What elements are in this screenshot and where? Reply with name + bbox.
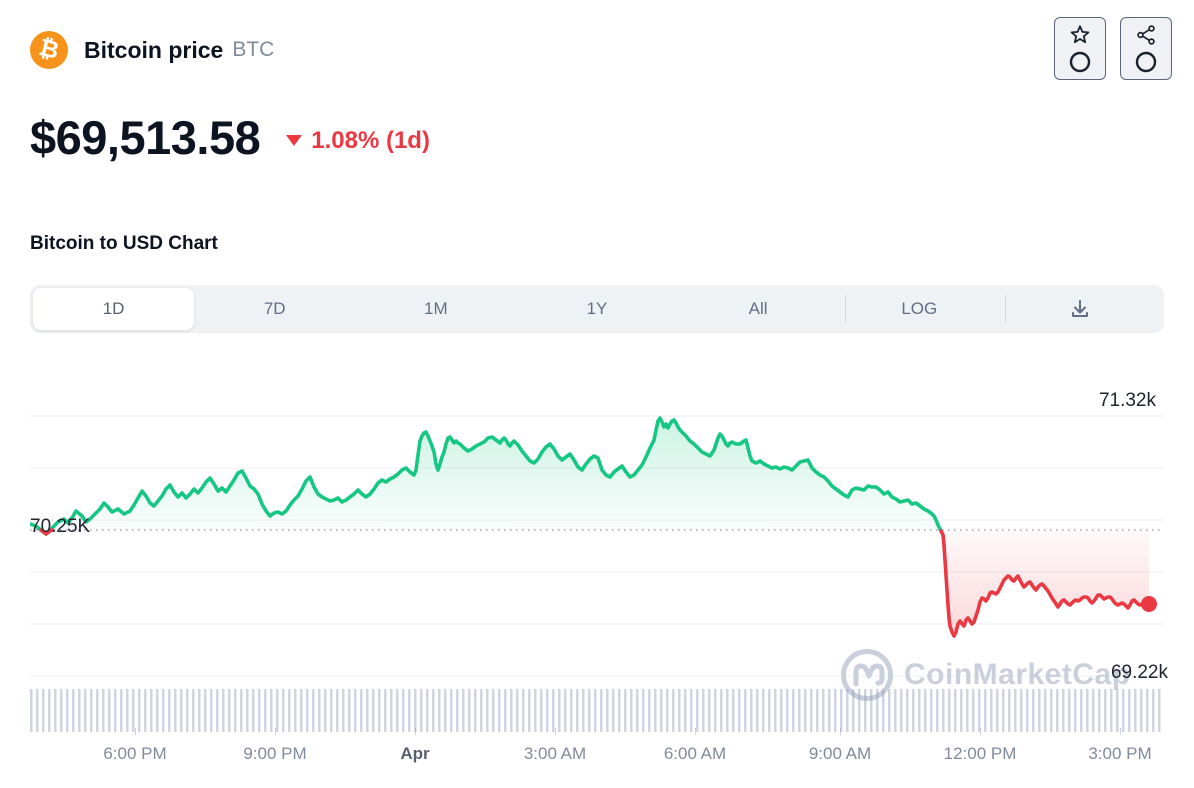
x-axis-label: 9:00 AM [808, 744, 872, 763]
x-axis-label: 6:00 PM [103, 744, 167, 763]
x-axis-tick [980, 728, 981, 735]
x-axis-label: Apr [400, 744, 430, 763]
price-change-text: 1.08% (1d) [311, 126, 430, 154]
volume-bars[interactable] [30, 689, 1164, 732]
bitcoin-logo-icon: ₿ [30, 31, 68, 69]
x-axis-label: 12:00 PM [943, 744, 1017, 763]
price-chart-svg [30, 415, 1164, 677]
x-axis-tick [1120, 728, 1121, 735]
chart-section-title: Bitcoin to USD Chart [30, 233, 218, 254]
circle-icon [1135, 51, 1157, 73]
range-tab-all[interactable]: All [748, 299, 768, 318]
x-axis-label: 9:00 PM [243, 744, 307, 763]
range-tab-1m[interactable]: 1M [424, 299, 448, 318]
x-axis: 6:00 PM 9:00 PM Apr 3:00 AM 6:00 AM 9:00 AM 12… [30, 728, 1164, 778]
log-scale-toggle[interactable]: LOG [901, 299, 938, 318]
download-icon [1072, 300, 1089, 317]
watermark-text: CoinMarketCap [904, 658, 1131, 691]
share-icon [1137, 25, 1155, 45]
coin-name: Bitcoin price [84, 36, 224, 63]
price-chart[interactable] [30, 380, 1164, 735]
x-axis-tick [275, 728, 276, 735]
range-tab-1d[interactable]: 1D [33, 288, 195, 330]
x-axis-tick [840, 728, 841, 735]
down-arrow-icon [286, 135, 303, 146]
toolbar-separator [1005, 295, 1006, 323]
y-axis-label-low: 69.22k [1110, 662, 1168, 683]
x-axis-label: 6:00 AM [663, 744, 727, 763]
x-axis-tick [415, 728, 416, 735]
price-row: $69,513.58 1.08% (1d) [30, 110, 430, 165]
watchlist-button[interactable] [1054, 17, 1106, 80]
bitcoin-glyph: ₿ [36, 34, 62, 65]
y-axis-label-high: 71.32k [1098, 390, 1156, 411]
current-price: $69,513.58 [30, 111, 261, 164]
x-axis-tick [135, 728, 136, 735]
x-axis-label: 3:00 AM [523, 744, 587, 763]
range-tab-7d[interactable]: 7D [263, 299, 286, 318]
chart-toolbar: 1D 7D 1M 1Y All LOG [30, 285, 1164, 333]
coin-symbol: BTC [232, 38, 275, 61]
coinmarketcap-watermark: CoinMarketCap [840, 648, 1131, 702]
coinmarketcap-logo-icon [841, 649, 893, 701]
star-icon [1070, 25, 1090, 44]
toolbar-separator [845, 295, 846, 323]
price-change: 1.08% (1d) [286, 127, 430, 155]
x-axis-tick [695, 728, 696, 735]
circle-icon [1069, 51, 1091, 73]
share-button[interactable] [1120, 17, 1172, 80]
x-axis-tick [555, 728, 556, 735]
header-actions [1054, 17, 1172, 80]
y-axis-label-open: 70.25K [30, 516, 91, 537]
download-chart-button[interactable] [1000, 288, 1161, 330]
range-tab-1y[interactable]: 1Y [586, 299, 608, 318]
x-axis-label: 3:00 PM [1088, 744, 1152, 763]
coin-header: ₿ Bitcoin price BTC [30, 31, 274, 69]
